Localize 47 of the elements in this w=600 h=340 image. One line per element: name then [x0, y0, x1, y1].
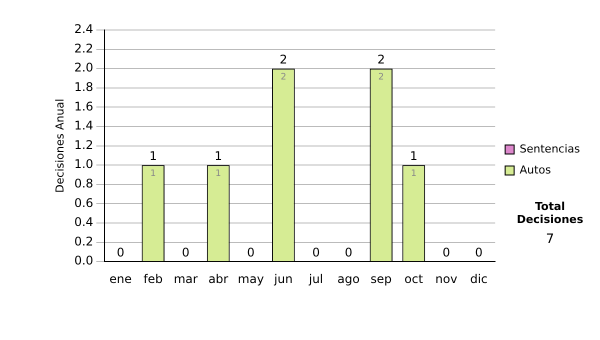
total-label: 0 — [247, 246, 255, 260]
x-tick-label: jun — [273, 272, 293, 286]
y-tick-label: 1.4 — [74, 118, 94, 133]
total-label: 0 — [344, 246, 352, 260]
total-label: 2 — [377, 52, 385, 67]
total-label: 1 — [410, 149, 418, 164]
data-label: 1 — [150, 168, 156, 179]
x-tick-label: sep — [370, 272, 392, 286]
total-label: 0 — [312, 246, 320, 260]
total-label: 0 — [442, 246, 450, 260]
legend-label: Autos — [520, 163, 552, 176]
total-label: 0 — [182, 246, 190, 260]
data-label: 1 — [410, 168, 417, 179]
total-label: 0 — [475, 246, 483, 260]
text: 7 — [544, 232, 556, 247]
x-tick-label: ago — [337, 272, 360, 286]
y-axis-title: Decisiones Anual — [53, 98, 66, 193]
y-tick-label: 0.2 — [74, 234, 94, 248]
y-tick-label: 0.4 — [74, 215, 94, 230]
y-tick-label: 1.2 — [74, 138, 94, 152]
x-tick-label: abr — [208, 272, 228, 286]
total-label: 2 — [280, 52, 288, 67]
y-tick-label: 1.0 — [74, 157, 94, 172]
x-tick-label: oct — [404, 272, 424, 286]
y-tick-label: 1.8 — [74, 80, 94, 94]
legend-label: Sentencias — [520, 142, 580, 156]
text: Total Decisiones — [516, 200, 584, 226]
y-tick-label: 2.4 — [74, 22, 94, 36]
y-tick-label: 0.8 — [74, 176, 94, 191]
data-label: 2 — [280, 72, 286, 82]
y-tick-label: 1.6 — [74, 99, 94, 114]
y-tick-label: 0.0 — [74, 254, 94, 268]
total-label: 1 — [214, 149, 222, 164]
y-tick-label: 2.0 — [74, 60, 94, 75]
data-label: 2 — [378, 72, 384, 82]
x-tick-label: dic — [470, 272, 488, 286]
x-tick-label: ene — [109, 272, 132, 286]
x-tick-label: nov — [435, 272, 458, 286]
x-tick-label: jul — [308, 272, 324, 286]
y-tick-label: 2.2 — [74, 41, 94, 56]
total-label: 1 — [149, 149, 157, 164]
y-tick-label: 0.6 — [74, 196, 94, 210]
x-tick-label: may — [238, 272, 264, 286]
x-tick-label: feb — [144, 272, 163, 286]
total-label: 0 — [116, 246, 124, 260]
data-label: 1 — [215, 168, 222, 179]
x-tick-label: mar — [174, 272, 198, 286]
